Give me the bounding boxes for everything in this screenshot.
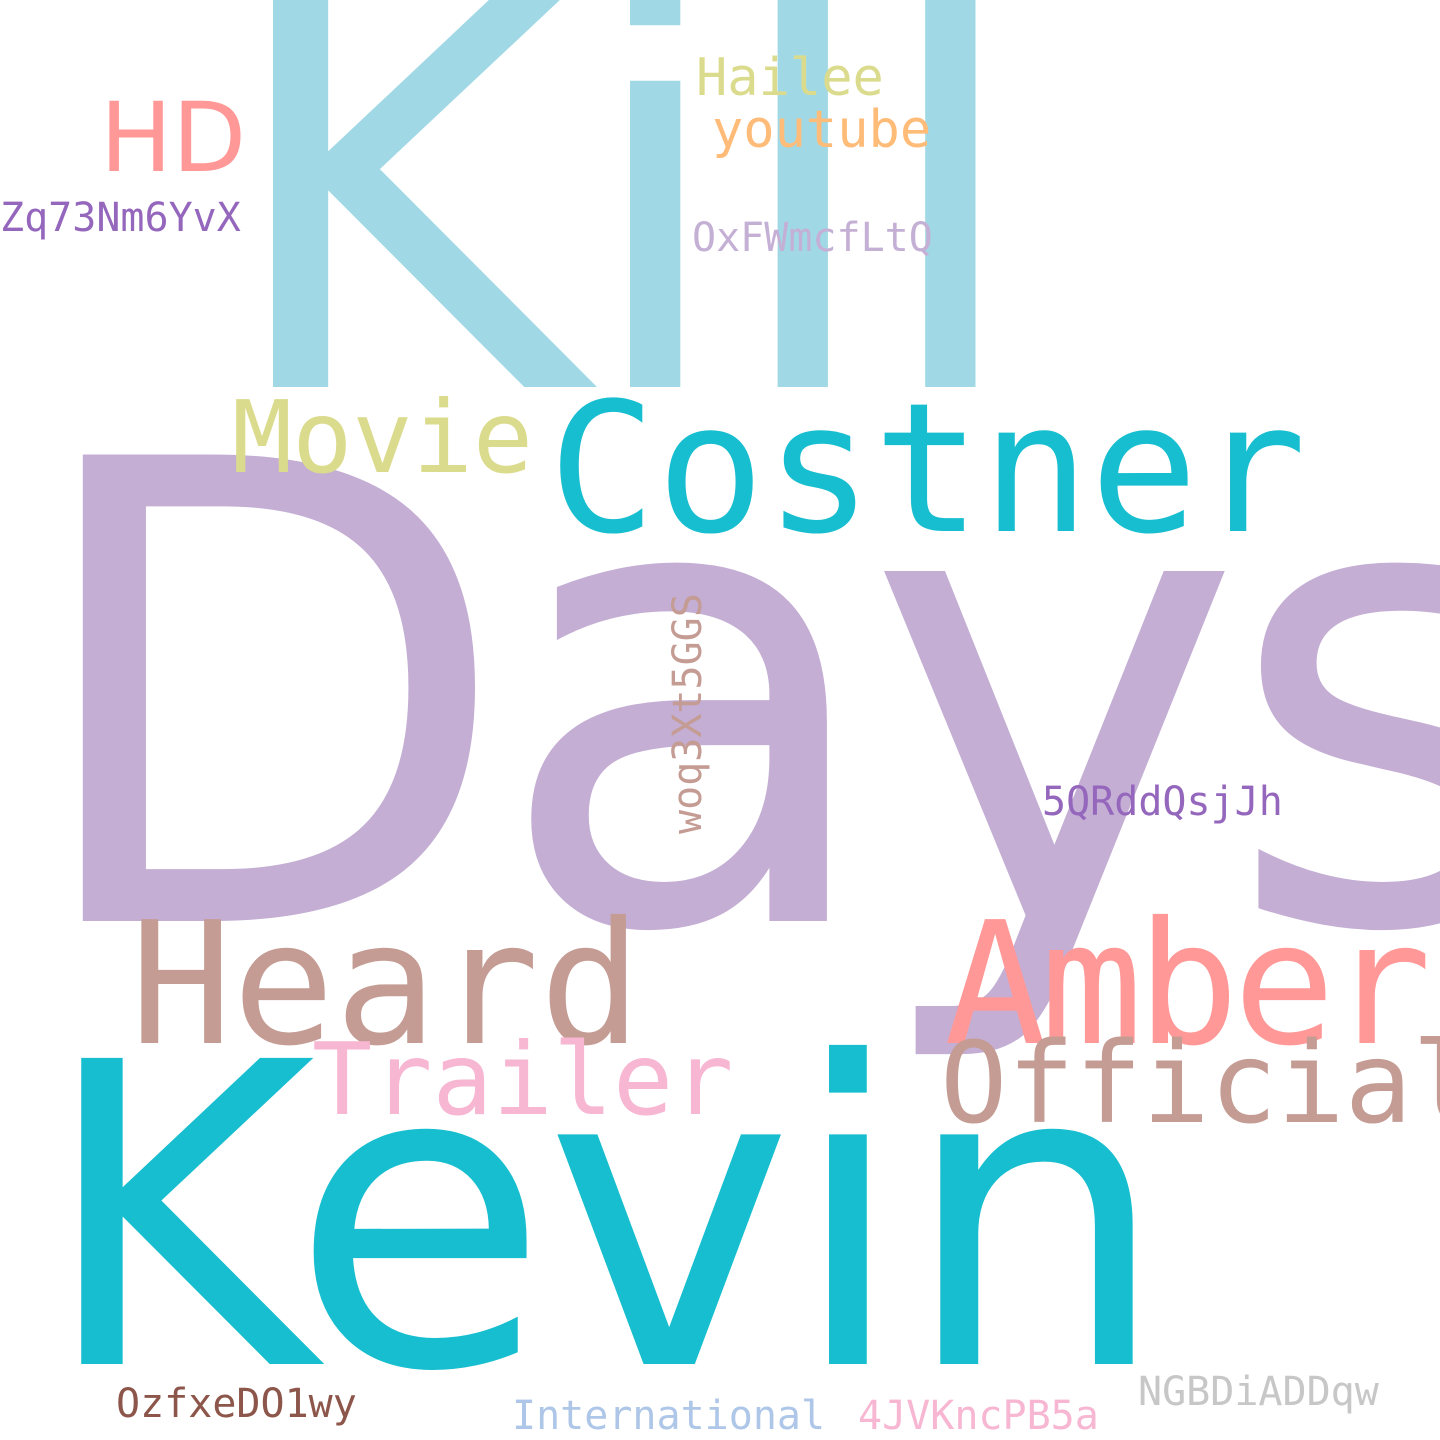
word-kill: Kill xyxy=(218,0,1028,520)
word-costner: Costner xyxy=(548,365,1307,574)
word-hd: HD xyxy=(100,82,247,194)
word-oxfwmcfltq: OxFWmcfLtQ xyxy=(692,215,933,261)
word-kevin: Kevin xyxy=(40,975,1168,1440)
word-official: Official xyxy=(940,1019,1440,1149)
word-ngbdiaddqw: NGBDiADDqw xyxy=(1138,1369,1379,1415)
word-international: International xyxy=(512,1393,826,1439)
word-heard: Heard xyxy=(130,886,642,1084)
word-5qrddqsjjh: 5QRddQsjJh xyxy=(1042,779,1283,825)
word-movie: Movie xyxy=(232,379,534,496)
word-days: Days xyxy=(20,327,1440,1072)
word-ozfxedo1wy: OzfxeDO1wy xyxy=(116,1381,357,1427)
word-zq73nm6yvx: Zq73Nm6YvX xyxy=(0,195,241,241)
word-4jvkncpb5a: 4JVKncPB5a xyxy=(858,1393,1099,1439)
word-woq3xt5ggs: woq3Xt5GGS xyxy=(665,593,711,834)
word-youtube: youtube xyxy=(712,100,932,160)
word-hailee: Hailee xyxy=(696,48,884,108)
word-trailer: Trailer xyxy=(312,1021,734,1138)
word-amber: Amber xyxy=(944,886,1432,1084)
